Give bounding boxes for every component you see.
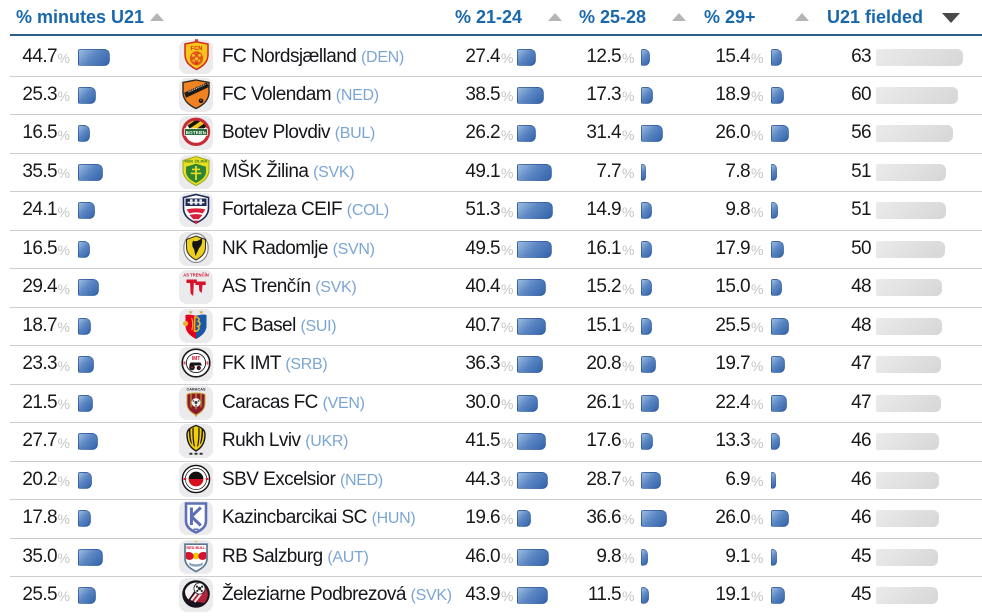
svg-text:MŠK ŽILINA: MŠK ŽILINA — [185, 159, 208, 164]
svg-text:CARACAS: CARACAS — [187, 387, 206, 391]
svg-text:RED BULL: RED BULL — [186, 546, 206, 550]
svg-text:БОТЕВЪ: БОТЕВЪ — [186, 130, 207, 135]
svg-text:AS TRENČÍN: AS TRENČÍN — [183, 273, 209, 278]
svg-text:FCN: FCN — [190, 45, 202, 51]
svg-text:IMT: IMT — [192, 356, 201, 362]
